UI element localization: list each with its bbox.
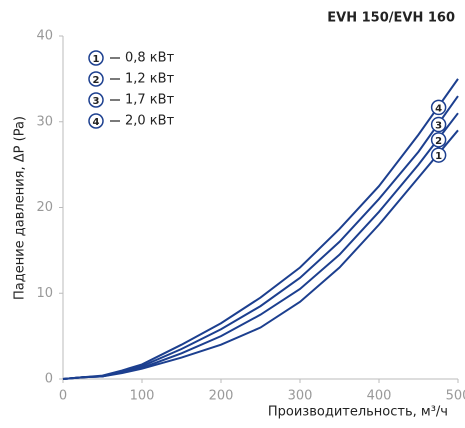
y-tick-label: 40 (36, 29, 53, 44)
chart-title: EVH 150/EVH 160 (327, 11, 455, 26)
series-badge (88, 50, 104, 66)
series-badge-label: 2 (93, 75, 100, 86)
series-badge-label: 1 (435, 151, 442, 162)
y-axis-label: Падение давления, ΔP (Pa) (13, 116, 28, 300)
series-badge (88, 113, 104, 129)
x-tick-label: 300 (288, 389, 313, 404)
series-badge-label: 4 (93, 117, 100, 128)
y-tick-label: 0 (45, 372, 53, 387)
x-axis-label: Производительность, м³/ч (268, 405, 448, 420)
x-tick-label: 100 (130, 389, 155, 404)
series-badge (430, 132, 447, 148)
y-tick-label: 20 (36, 200, 53, 215)
legend-label: 1,7 кВт (125, 93, 175, 108)
series-line (62, 129, 459, 380)
series-badge (430, 147, 447, 163)
x-tick-label: 200 (209, 389, 234, 404)
series-badge (88, 71, 104, 87)
legend-label: 0,8 кВт (125, 51, 175, 66)
series-badge-label: 4 (435, 103, 442, 114)
y-tick-label: 10 (36, 286, 53, 301)
series-badge-label: 1 (93, 54, 100, 65)
series-line (62, 78, 459, 380)
x-tick-label: 0 (59, 389, 67, 404)
series-badge-label: 3 (93, 96, 100, 107)
series-line (62, 112, 459, 380)
series-badge (430, 99, 447, 116)
x-tick-label: 500 (446, 389, 465, 404)
series-badge-label: 2 (435, 136, 442, 147)
y-tick-label: 30 (36, 114, 53, 129)
series-badge-label: 3 (435, 121, 442, 132)
x-tick-label: 400 (367, 389, 392, 404)
series-line (62, 95, 459, 380)
legend-label: 2,0 кВт (125, 114, 175, 129)
series-badge (430, 116, 447, 133)
legend-label: 1,2 кВт (125, 72, 175, 87)
series-badge (88, 92, 104, 108)
